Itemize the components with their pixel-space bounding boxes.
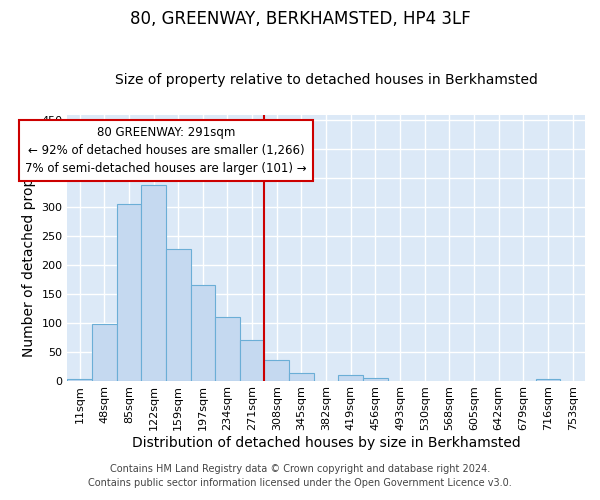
Y-axis label: Number of detached properties: Number of detached properties: [22, 138, 35, 357]
Text: Contains HM Land Registry data © Crown copyright and database right 2024.
Contai: Contains HM Land Registry data © Crown c…: [88, 464, 512, 487]
Text: 80 GREENWAY: 291sqm
← 92% of detached houses are smaller (1,266)
7% of semi-deta: 80 GREENWAY: 291sqm ← 92% of detached ho…: [25, 126, 307, 175]
X-axis label: Distribution of detached houses by size in Berkhamsted: Distribution of detached houses by size …: [132, 436, 520, 450]
Bar: [116, 204, 141, 380]
Bar: [289, 373, 314, 380]
Bar: [191, 285, 215, 380]
Bar: [338, 375, 363, 380]
Title: Size of property relative to detached houses in Berkhamsted: Size of property relative to detached ho…: [115, 73, 538, 87]
Bar: [215, 317, 240, 380]
Text: 80, GREENWAY, BERKHAMSTED, HP4 3LF: 80, GREENWAY, BERKHAMSTED, HP4 3LF: [130, 10, 470, 28]
Bar: [67, 379, 92, 380]
Bar: [363, 378, 388, 380]
Bar: [240, 340, 265, 380]
Bar: [141, 185, 166, 380]
Bar: [92, 324, 116, 380]
Bar: [265, 360, 289, 380]
Bar: [166, 248, 191, 380]
